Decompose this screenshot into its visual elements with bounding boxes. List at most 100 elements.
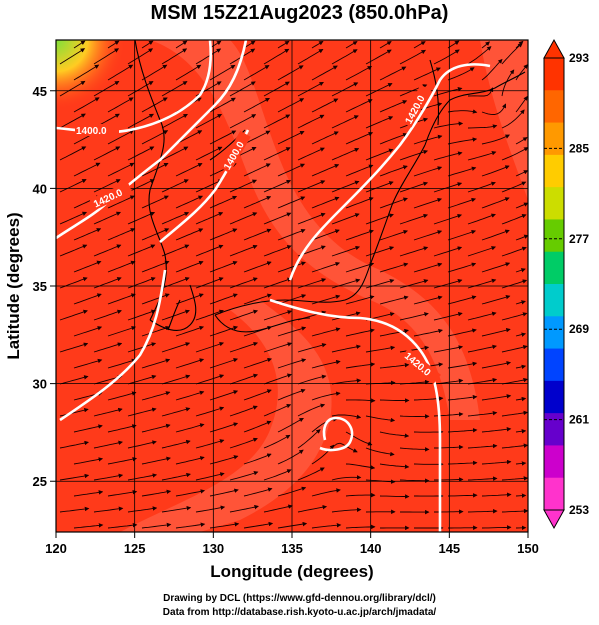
streamline [263, 373, 292, 385]
streamline [59, 473, 90, 481]
y-tick-label: 45 [33, 84, 47, 99]
streamline [141, 40, 154, 49]
streamline [311, 444, 335, 465]
streamline [195, 406, 225, 417]
streamline [243, 97, 270, 113]
streamline [311, 164, 340, 177]
streamline [141, 358, 171, 369]
streamline [311, 65, 338, 81]
streamline [161, 146, 189, 161]
streamline [515, 461, 527, 466]
streamline [141, 522, 172, 529]
streamline [345, 362, 376, 369]
contour-1420-b [59, 269, 167, 422]
streamline [59, 342, 89, 353]
streamline [209, 325, 239, 337]
streamline [501, 344, 528, 353]
streamline [263, 179, 292, 193]
streamline [161, 211, 190, 225]
streamline [107, 260, 136, 273]
streamline [331, 507, 362, 513]
streamline [467, 344, 497, 353]
streamline [501, 213, 527, 225]
streamline [467, 213, 496, 225]
streamline [331, 245, 361, 257]
streamline [399, 345, 430, 353]
streamline [73, 162, 101, 177]
streamline [447, 166, 477, 177]
streamline [467, 476, 498, 481]
x-tick-labels: 120 125 130 135 140 145 150 [45, 541, 539, 556]
streamline [345, 164, 374, 177]
streamline [263, 81, 290, 97]
streamline [59, 48, 86, 65]
streamline [379, 328, 409, 337]
streamline [175, 358, 205, 369]
streamline [59, 80, 86, 97]
streamline [481, 525, 512, 530]
streamline [243, 357, 273, 369]
streamline [229, 114, 257, 129]
streamline [161, 309, 190, 321]
streamline [175, 228, 204, 241]
streamline [311, 391, 341, 401]
streamline [311, 488, 341, 497]
streamline [161, 505, 192, 513]
contour-label-boxes [75, 84, 441, 385]
streamline [243, 261, 272, 273]
streamline [107, 326, 137, 337]
streamline [175, 195, 203, 209]
streamline [209, 228, 238, 241]
streamline [175, 522, 206, 529]
axis-ticks [50, 90, 529, 538]
streamline [515, 429, 527, 434]
streamline [175, 423, 205, 433]
credit-drawing: Drawing by DCL (https://www.gfd-dennou.o… [163, 593, 436, 604]
streamline [515, 202, 528, 209]
streamline [277, 388, 306, 401]
streamline [127, 506, 158, 513]
streamline [243, 130, 271, 145]
streamline [311, 523, 342, 529]
streamline [243, 228, 272, 241]
streamline [399, 49, 426, 65]
streamline [141, 195, 169, 209]
streamline [277, 196, 306, 209]
colorbar-segment [544, 316, 564, 350]
streamline [311, 41, 324, 49]
streamline [209, 64, 236, 81]
streamline [229, 373, 259, 385]
streamline [467, 46, 492, 65]
streamline [467, 443, 498, 449]
colorbar-segment [544, 413, 564, 446]
streamline [161, 48, 188, 65]
streamline [93, 309, 122, 321]
streamline [379, 229, 409, 241]
streamline [59, 407, 89, 417]
streamline [467, 124, 498, 129]
streamline [107, 162, 135, 177]
streamline [161, 244, 190, 257]
colorbar-segment [544, 477, 564, 511]
streamline [175, 130, 203, 145]
streamline [501, 410, 528, 417]
streamline [229, 341, 259, 353]
streamline [127, 244, 156, 257]
colorbar-segment [544, 58, 564, 91]
streamline [379, 362, 410, 369]
streamline [515, 95, 528, 113]
streamline [447, 197, 477, 209]
streamline [73, 293, 102, 305]
streamline [229, 179, 257, 193]
streamline [209, 358, 239, 369]
streamline [195, 341, 225, 353]
streamline [481, 229, 510, 241]
y-tick-label: 35 [33, 279, 47, 294]
streamline [311, 359, 341, 369]
streamline [93, 146, 121, 161]
streamline [447, 229, 477, 241]
streamline [297, 147, 325, 161]
streamline [175, 293, 204, 305]
streamline [209, 488, 239, 497]
streamline [59, 113, 86, 129]
